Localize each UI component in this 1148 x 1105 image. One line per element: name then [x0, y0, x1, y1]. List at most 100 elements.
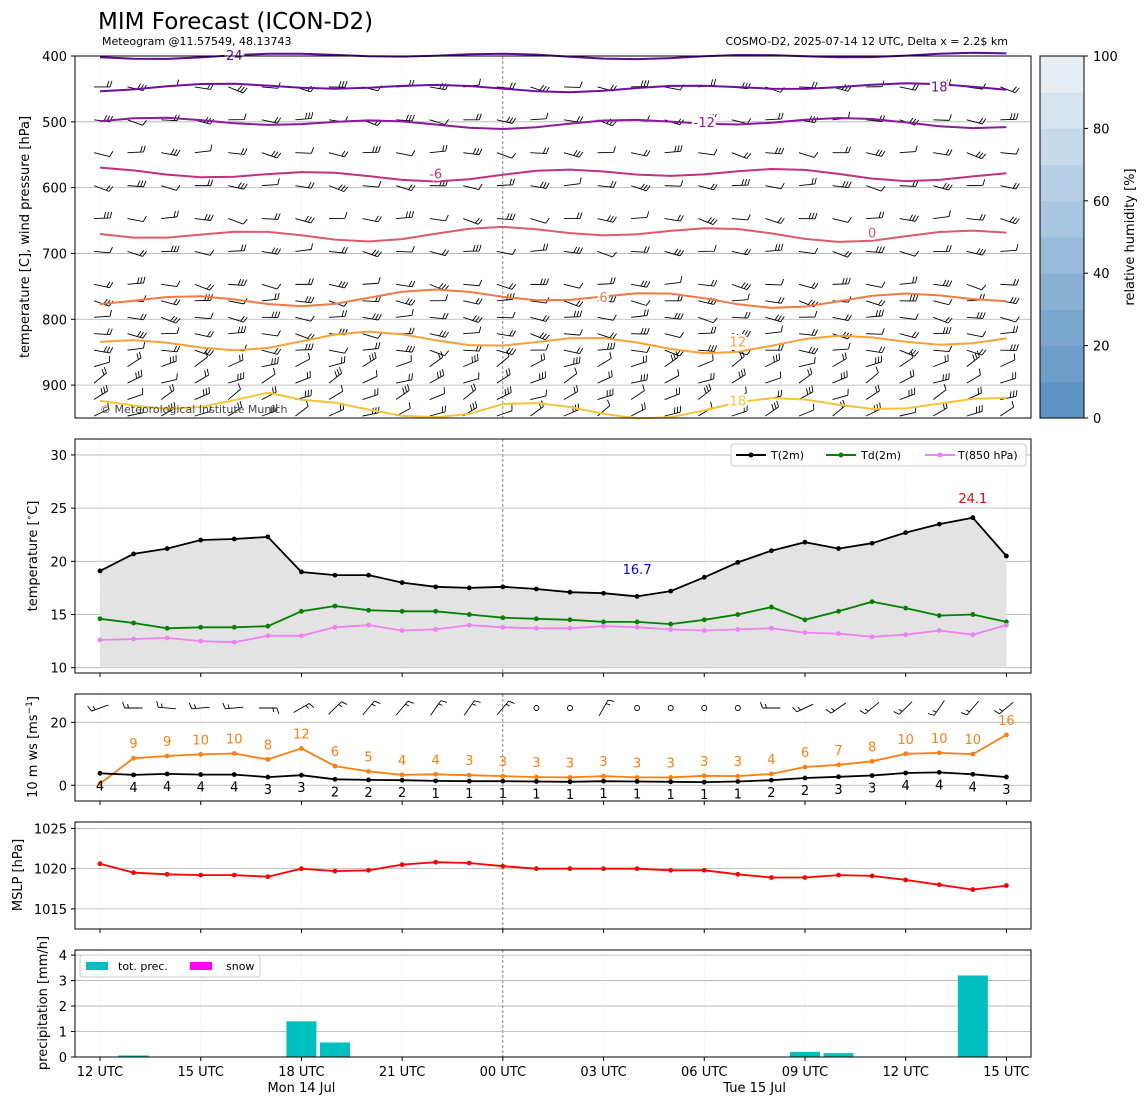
isotherm-line [99, 82, 1007, 94]
series-point [567, 589, 573, 595]
series-point [836, 631, 841, 637]
wind-barb-stroke [396, 245, 415, 253]
gust-value-label: 8 [264, 738, 272, 753]
wind-barb [362, 342, 381, 351]
wind-barb-stroke [798, 151, 819, 158]
wind-barb-stroke [429, 179, 449, 187]
precipitation-ylabel: precipitation [mm/h] [36, 936, 51, 1070]
wind-barb [396, 114, 415, 122]
wind-barb [933, 79, 952, 88]
y-tick-label: 600 [42, 182, 67, 197]
isotherm-line [99, 391, 1007, 420]
wind-barb [530, 332, 550, 341]
gust-value-label: 3 [700, 755, 708, 770]
wind-barb-stroke [1000, 353, 1016, 368]
wind-barb-stroke [731, 311, 751, 319]
wind-barb-stroke [228, 353, 244, 368]
wind-barb-stroke [1000, 325, 1019, 335]
surface-wind-barb [927, 700, 945, 716]
series-point [735, 773, 741, 779]
wind-barb-stroke [161, 345, 181, 353]
series-point [265, 633, 271, 639]
mslp-point [198, 872, 204, 878]
wind-barb [1000, 371, 1017, 384]
wind-barb [563, 282, 584, 289]
wind-barb [194, 405, 211, 417]
wind-barb-stroke [597, 295, 617, 303]
wind-barb [664, 387, 681, 400]
wind-barb [698, 316, 718, 324]
wind-barb-stroke [563, 356, 581, 368]
wind-barb-stroke [362, 388, 379, 400]
y-tick-label: 0 [59, 779, 67, 794]
wind-barb [395, 384, 410, 400]
x-tick-label: 12 UTC [882, 1065, 928, 1080]
series-point [769, 548, 774, 554]
x-tick-label: 21 UTC [379, 1065, 425, 1080]
wind-barb-stroke [765, 344, 784, 351]
wind-barb [530, 389, 548, 400]
wind-barb-stroke [1000, 316, 1020, 323]
mslp-point [332, 868, 338, 874]
wind-barb-stroke [698, 297, 718, 305]
wind-barb-stroke [328, 246, 348, 254]
wind-barb-stroke [496, 283, 517, 290]
wind-barb [429, 283, 449, 291]
wind-barb [1000, 400, 1015, 417]
wind-barb-stroke [731, 386, 747, 400]
wind-barb-stroke [832, 314, 852, 322]
wind-barb-stroke [865, 299, 886, 307]
x-tick-label: 12 UTC [77, 1065, 123, 1080]
wind-barb-stroke [933, 372, 950, 384]
series-point [970, 632, 976, 638]
wind-barb-stroke [93, 366, 107, 384]
series-point [231, 772, 237, 777]
series-point [802, 617, 808, 623]
wind-barb-stroke [832, 370, 848, 384]
series-point [466, 612, 472, 617]
wind-barb [899, 387, 916, 400]
wind-barb [228, 353, 244, 368]
wind-barb [1000, 390, 1018, 400]
wind-barb [429, 351, 444, 368]
wind-barb [228, 182, 248, 190]
wind-barb [765, 243, 784, 252]
wind-barb-stroke [161, 245, 180, 253]
wind-barb [597, 314, 617, 321]
wind-barb [261, 292, 280, 302]
gust-value-label: 16 [998, 714, 1015, 729]
surface-wind-barb-stroke [430, 700, 448, 716]
mslp-point [668, 867, 674, 873]
wind-barb-stroke [765, 297, 785, 304]
wind-barb-stroke [1000, 371, 1017, 384]
gust-line [99, 734, 1007, 785]
wind-barb [899, 276, 918, 285]
wind-barb [765, 112, 784, 121]
wind-barb-stroke [631, 346, 651, 353]
surface-wind-barb [222, 702, 244, 710]
series-point [668, 621, 674, 627]
wind-barb [530, 278, 549, 286]
wind-barb [194, 350, 208, 367]
series-point [164, 771, 170, 777]
series-point [332, 763, 338, 769]
wind-barb [698, 217, 718, 225]
wind-barb-stroke [395, 184, 416, 192]
surface-wind-barb-stroke [156, 700, 177, 710]
wind-barb [228, 218, 248, 225]
wind-barb [731, 282, 752, 290]
wind-barb-stroke [261, 311, 281, 319]
wind-barb [1000, 244, 1019, 252]
wind-barb-stroke [463, 279, 483, 287]
wind-barb-stroke [161, 298, 181, 306]
series-point [332, 624, 338, 630]
wind-barb-stroke [1000, 148, 1020, 155]
wind-barb [731, 329, 751, 337]
cross-section-frame [74, 55, 1032, 419]
gust-value-label: 4 [767, 753, 775, 768]
wind-barb-stroke [597, 118, 617, 127]
mslp-point [735, 871, 741, 877]
y-tick-label: 10 [50, 662, 67, 677]
wind-barb [731, 404, 748, 417]
wind-barb [765, 314, 785, 323]
